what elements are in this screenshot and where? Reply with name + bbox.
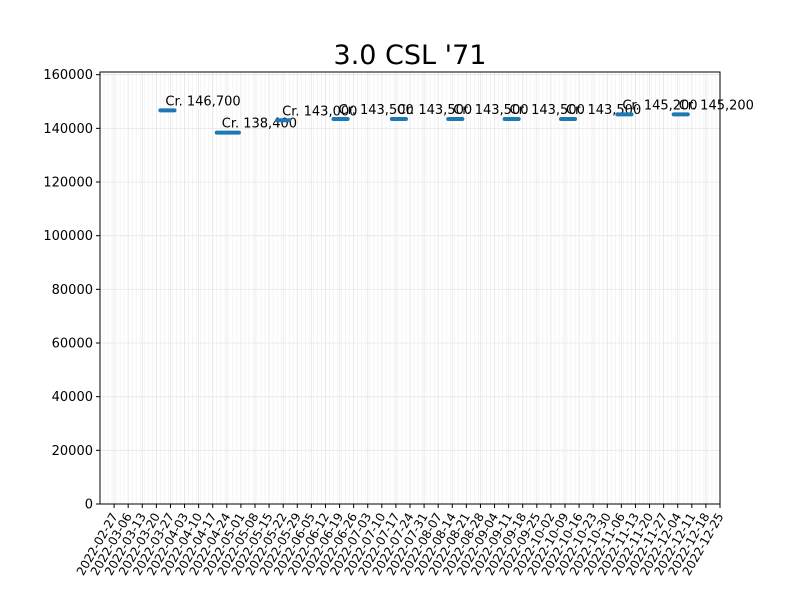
data-label: Cr. 143,500 [397, 103, 472, 118]
y-tick-label: 80000 [52, 283, 93, 298]
data-label: Cr. 143,000 [282, 104, 357, 119]
y-tick-label: 40000 [52, 390, 93, 405]
y-tick-label: 60000 [52, 337, 93, 352]
grid [99, 72, 721, 505]
data-label: Cr. 146,700 [165, 94, 240, 109]
plot-frame [99, 71, 721, 505]
x-axis: 2022-02-272022-03-062022-03-132022-03-20… [74, 504, 727, 578]
y-tick-label: 120000 [43, 176, 93, 191]
data-label: Cr. 145,200 [622, 98, 697, 113]
y-tick-label: 0 [85, 498, 93, 513]
data-label: Cr. 143,500 [453, 103, 528, 118]
y-tick-label: 160000 [43, 68, 93, 83]
y-tick-label: 100000 [43, 229, 93, 244]
chart-title: 3.0 CSL '71 [334, 40, 487, 71]
data-label: Cr. 145,200 [679, 98, 754, 113]
y-tick-label: 140000 [43, 122, 93, 137]
y-tick-label: 20000 [52, 444, 93, 459]
data-label: Cr. 143,500 [510, 103, 585, 118]
y-axis: 0 20000 40000 60000 80000 100000 120000 140000 1… [43, 68, 100, 513]
data-label: Cr. 143,500 [339, 103, 414, 118]
